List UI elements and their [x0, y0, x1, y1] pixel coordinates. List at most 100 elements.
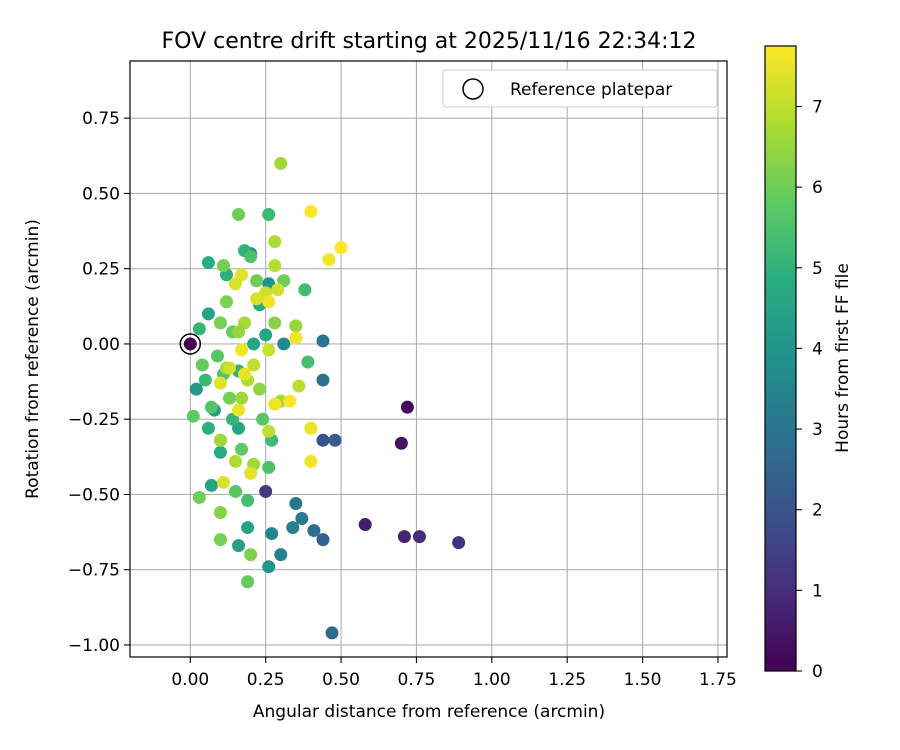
data-point	[183, 337, 197, 351]
data-point	[201, 307, 215, 321]
data-point	[394, 436, 408, 450]
y-tick-label: 0.50	[82, 184, 120, 204]
data-point	[325, 626, 339, 640]
y-tick-label: −0.50	[68, 485, 120, 505]
scatter-points	[183, 156, 466, 640]
data-point	[307, 524, 321, 538]
legend-box	[442, 69, 718, 108]
legend-marker-reference	[462, 78, 484, 100]
data-point	[316, 533, 330, 547]
data-point	[241, 575, 255, 589]
data-point	[304, 454, 318, 468]
colorbar-tick-label: 2	[812, 501, 823, 521]
x-tick-label: 0.75	[398, 670, 436, 690]
data-point	[289, 319, 303, 333]
data-point	[219, 295, 233, 309]
y-tick-label: 0.75	[82, 109, 120, 129]
data-point	[238, 367, 252, 381]
data-point	[304, 205, 318, 219]
data-point	[262, 295, 276, 309]
data-point	[213, 445, 227, 459]
data-point	[259, 484, 273, 498]
data-point	[301, 355, 315, 369]
data-point	[232, 208, 246, 222]
data-point	[295, 512, 309, 526]
data-point	[256, 412, 270, 426]
colorbar-gradient	[764, 45, 797, 672]
data-point	[400, 400, 414, 414]
colorbar-tick-label: 6	[812, 178, 823, 198]
x-tick-label: 0.00	[171, 670, 209, 690]
data-point	[235, 343, 249, 357]
data-point	[286, 521, 300, 535]
data-point	[201, 421, 215, 435]
data-point	[452, 536, 466, 550]
reference-platepar-marker	[179, 333, 202, 355]
data-point	[262, 460, 276, 474]
data-point	[229, 277, 243, 291]
data-point	[213, 433, 227, 447]
data-point	[250, 292, 264, 306]
data-point	[253, 382, 267, 396]
data-point	[195, 358, 209, 372]
data-point	[232, 403, 246, 417]
data-point	[213, 506, 227, 520]
x-tick-label: 1.75	[699, 670, 737, 690]
data-point	[289, 331, 303, 345]
plot-frame	[129, 60, 728, 658]
data-point	[271, 283, 285, 297]
data-point	[262, 208, 276, 222]
data-point	[216, 475, 230, 489]
data-point	[250, 274, 264, 288]
x-tick-label: 1.25	[548, 670, 586, 690]
data-point	[247, 358, 261, 372]
data-point	[289, 496, 303, 510]
data-point	[213, 376, 227, 390]
colorbar-tick-label: 7	[812, 97, 823, 117]
data-point	[198, 373, 212, 387]
data-point	[244, 548, 258, 562]
data-point	[192, 490, 206, 504]
data-point	[316, 334, 330, 348]
data-point	[283, 394, 297, 408]
data-point	[247, 337, 261, 351]
data-point	[412, 530, 426, 544]
y-axis-ticks: −1.00 −0.75 −0.50 −0.25 0.00 0.25 0.50 0.75	[68, 109, 130, 656]
colorbar-tick-label: 0	[812, 662, 823, 682]
data-point	[210, 349, 224, 363]
colorbar: 0 1 2 3 4 5 6 7 Hours from first FF file	[764, 45, 853, 682]
data-point	[259, 328, 273, 342]
data-point	[213, 316, 227, 330]
data-point	[268, 259, 282, 273]
colorbar-tick-label: 1	[812, 581, 823, 601]
x-tick-label: 1.00	[473, 670, 511, 690]
grid	[130, 61, 727, 657]
data-point	[358, 518, 372, 532]
legend: Reference platepar	[442, 69, 718, 108]
data-point	[192, 322, 206, 336]
data-point	[316, 373, 330, 387]
data-point	[189, 382, 203, 396]
data-point	[204, 478, 218, 492]
data-point	[213, 533, 227, 547]
data-point	[322, 253, 336, 267]
data-point	[268, 235, 282, 249]
data-point	[223, 391, 236, 405]
x-tick-label: 1.50	[624, 670, 662, 690]
x-axis-ticks: 0.00 0.25 0.50 0.75 1.00 1.25 1.50 1.75	[171, 657, 737, 690]
colorbar-tick-label: 5	[812, 259, 823, 279]
colorbar-tick-label: 3	[812, 420, 823, 440]
y-tick-label: −0.75	[68, 561, 120, 581]
y-tick-label: −1.00	[68, 636, 120, 656]
data-point	[232, 539, 246, 553]
y-tick-label: 0.25	[82, 260, 120, 280]
data-point	[235, 442, 249, 456]
x-axis-label: Angular distance from reference (arcmin)	[253, 702, 605, 722]
data-point	[268, 316, 282, 330]
data-point	[216, 259, 230, 273]
y-axis-label: Rotation from reference (arcmin)	[23, 219, 43, 499]
y-tick-label: 0.00	[82, 335, 120, 355]
data-point	[244, 466, 258, 480]
data-point	[277, 337, 291, 351]
